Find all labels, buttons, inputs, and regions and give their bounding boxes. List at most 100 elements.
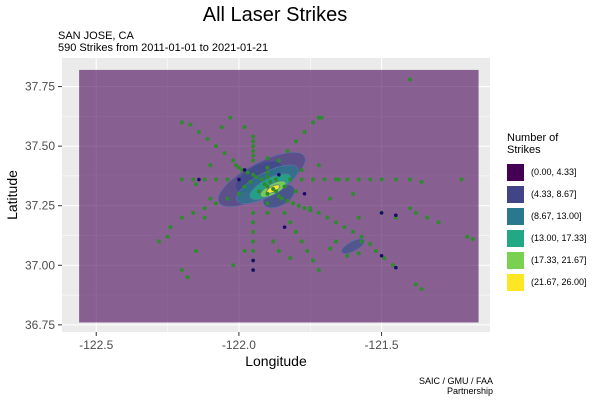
strike-point — [382, 256, 387, 261]
legend-entry: (13.00, 17.33] — [507, 228, 587, 248]
strike-point — [265, 210, 270, 215]
y-tick-label: 37.75 — [25, 80, 55, 94]
strike-point — [359, 234, 364, 239]
legend-swatch — [507, 273, 524, 291]
caption: SAIC / GMU / FAA Partnership — [419, 376, 493, 396]
strike-point — [265, 191, 270, 196]
strike-point — [373, 248, 378, 253]
chart-subtitle-location: SAN JOSE, CA — [58, 30, 134, 42]
y-tick-label: 36.75 — [25, 318, 55, 332]
strike-point — [214, 177, 219, 182]
strike-point — [413, 282, 418, 287]
strike-point-dark — [197, 177, 201, 182]
strike-point — [202, 206, 207, 211]
legend-entry: (0.00, 4.33] — [507, 162, 587, 182]
strike-point — [276, 248, 281, 253]
x-axis-title: Longitude — [245, 353, 307, 369]
y-tick-label: 37.00 — [25, 258, 55, 272]
strike-point — [225, 177, 230, 182]
strike-point — [333, 177, 338, 182]
strike-point — [262, 182, 267, 187]
strike-point — [470, 237, 475, 242]
strike-point — [165, 234, 170, 239]
legend-swatch — [507, 163, 524, 181]
strike-point — [239, 167, 244, 172]
x-tick-label: -121.5 — [365, 338, 399, 352]
legend-title: Number of Strikes — [507, 132, 587, 156]
legend-label: (8.67, 13.00] — [531, 211, 582, 221]
strike-point — [194, 248, 199, 253]
x-tick-label: -122.5 — [79, 338, 113, 352]
strike-point — [214, 201, 219, 206]
strike-point — [251, 139, 256, 144]
y-axis-title: Latitude — [4, 170, 20, 220]
strike-point — [268, 179, 273, 184]
strike-point-dark — [302, 192, 307, 196]
strike-point — [274, 189, 278, 194]
strike-point — [234, 163, 239, 168]
strike-point — [276, 194, 281, 199]
strike-point — [351, 229, 356, 234]
strike-point — [390, 263, 395, 268]
strike-point — [368, 241, 373, 246]
legend-label: (0.00, 4.33] — [531, 167, 577, 177]
strike-point — [254, 175, 259, 180]
strike-point — [265, 170, 270, 175]
strike-point — [194, 182, 199, 187]
strike-point — [179, 177, 184, 182]
strike-point — [308, 206, 313, 211]
strike-point — [288, 256, 293, 261]
strike-point — [342, 225, 347, 230]
strike-point — [265, 156, 270, 161]
chart-title: All Laser Strikes — [202, 4, 348, 26]
strike-point — [319, 115, 324, 120]
strike-point — [282, 184, 287, 189]
strike-point — [202, 215, 207, 220]
strike-point — [316, 115, 321, 120]
chart-subtitle-range: 590 Strikes from 2011-01-01 to 2021-01-2… — [58, 42, 269, 54]
strike-point — [231, 263, 236, 268]
strike-point — [274, 177, 278, 182]
strike-point — [351, 191, 356, 196]
strike-point — [285, 148, 290, 153]
strike-point — [325, 215, 330, 220]
strike-point — [179, 268, 184, 273]
strike-point — [271, 239, 276, 244]
strike-point — [302, 206, 307, 211]
strike-point — [299, 239, 304, 244]
legend-label: (13.00, 17.33] — [531, 233, 587, 243]
legend-swatch — [507, 185, 524, 203]
strike-point — [293, 229, 298, 234]
strike-point — [242, 248, 247, 253]
strike-point — [359, 239, 364, 244]
strike-point-dark — [282, 225, 287, 229]
legend-label: (17.33, 21.67] — [531, 255, 587, 265]
strike-point — [328, 246, 333, 251]
strike-point — [251, 158, 256, 163]
strike-point — [251, 172, 256, 177]
strike-point-dark — [379, 211, 384, 215]
strike-point — [316, 163, 321, 168]
density-contour — [341, 238, 365, 254]
legend-entry: (4.33, 8.67] — [507, 184, 587, 204]
strike-point-dark — [242, 168, 247, 172]
strike-point — [251, 148, 256, 153]
strike-point — [419, 287, 424, 292]
strike-point — [251, 248, 256, 253]
strike-point — [419, 179, 424, 184]
strike-point — [436, 220, 441, 225]
strike-point — [208, 163, 213, 168]
strike-point — [236, 191, 241, 196]
strike-point — [379, 177, 384, 182]
strike-point — [205, 137, 210, 142]
strike-point — [179, 120, 184, 125]
strike-point — [356, 251, 361, 256]
strike-point — [333, 220, 338, 225]
legend-title-line: Number of — [507, 132, 559, 144]
strike-point — [291, 201, 296, 206]
strike-point — [311, 258, 316, 263]
strike-point — [271, 187, 276, 192]
strike-point — [413, 210, 418, 215]
strike-point — [328, 196, 333, 201]
